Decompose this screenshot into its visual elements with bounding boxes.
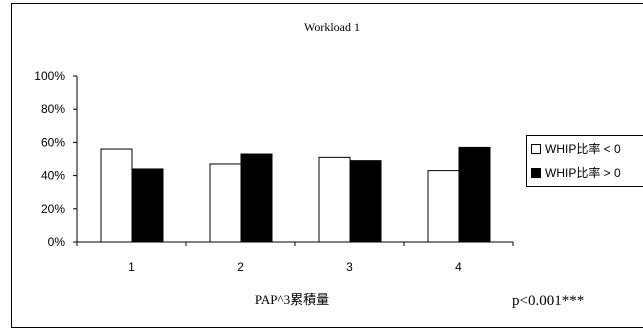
x-tick-label: 4 — [455, 260, 462, 274]
x-tick-label: 2 — [237, 260, 244, 274]
bar-whip-negative-4 — [427, 170, 460, 243]
bar-whip-negative-1 — [100, 148, 133, 243]
legend-swatch — [531, 168, 541, 178]
bar-whip-positive-3 — [349, 160, 382, 243]
y-tick-label: 20% — [41, 202, 65, 216]
y-tick-label: 100% — [34, 69, 65, 83]
x-axis-label: PAP^3累積量 — [255, 292, 329, 307]
x-tick-label: 3 — [346, 260, 353, 274]
x-tick-label: 1 — [128, 260, 135, 274]
bars — [100, 146, 491, 243]
legend-label: WHIP比率 < 0 — [545, 141, 621, 156]
bar-whip-positive-2 — [240, 153, 273, 243]
legend-swatch — [531, 144, 541, 154]
chart-title: Workload 1 — [304, 20, 360, 34]
bar-whip-negative-2 — [209, 163, 242, 243]
bar-whip-positive-4 — [458, 146, 491, 243]
y-tick-label: 0% — [48, 235, 66, 249]
y-tick-label: 60% — [41, 135, 65, 149]
y-axis: 0% 20% 40% 60% 80% 100% — [34, 69, 78, 249]
y-tick-label: 80% — [41, 102, 65, 116]
bar-whip-negative-3 — [318, 156, 351, 243]
legend-label: WHIP比率 > 0 — [545, 165, 621, 180]
y-tick-label: 40% — [41, 169, 65, 183]
bar-whip-positive-1 — [131, 168, 164, 243]
legend-box — [526, 135, 643, 187]
significance-annotation: p<0.001*** — [512, 293, 584, 309]
legend: WHIP比率 < 0 WHIP比率 > 0 — [526, 135, 643, 187]
